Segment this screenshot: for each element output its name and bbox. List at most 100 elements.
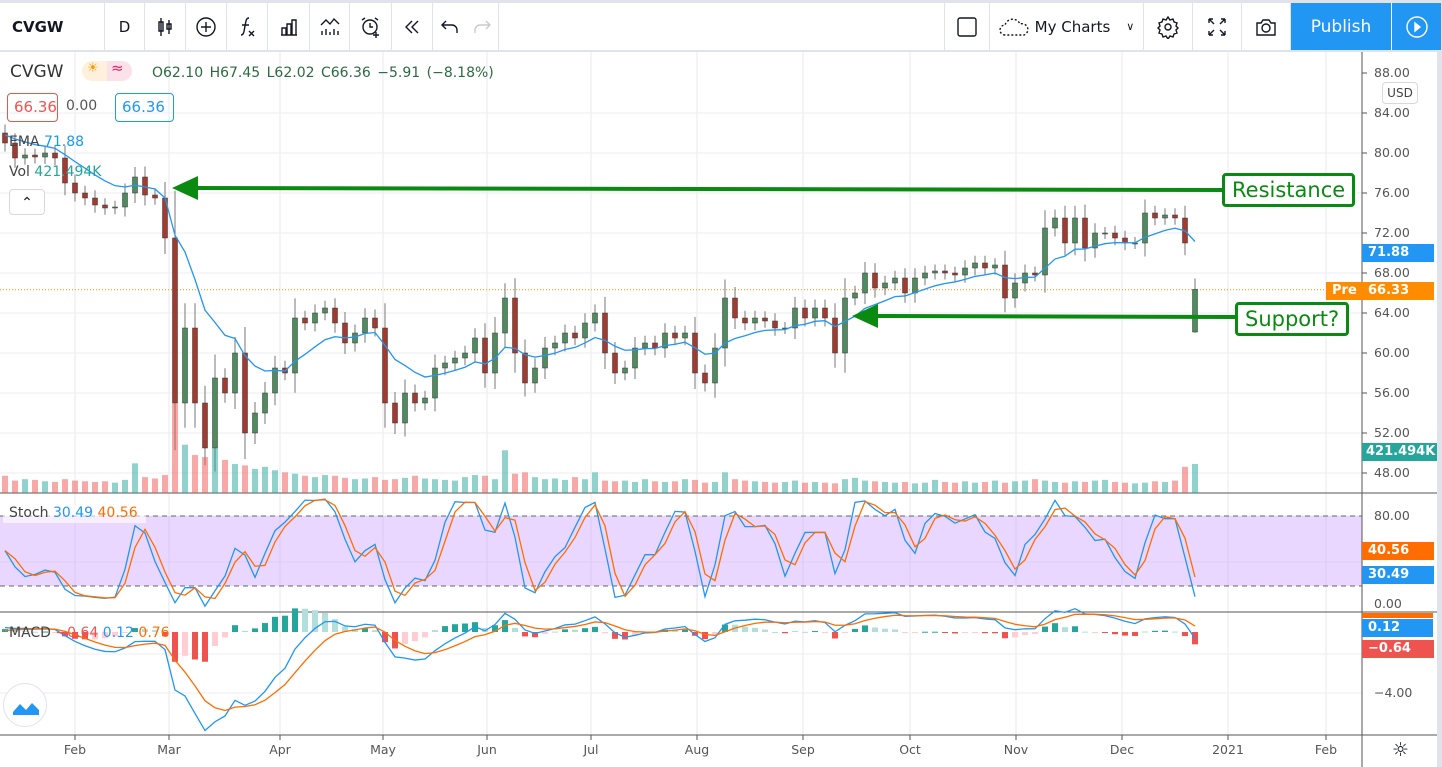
candle (212, 377, 218, 449)
stoch-tick: 80.00 (1374, 508, 1410, 523)
macd-histogram-bar (332, 619, 338, 632)
volume-bar (602, 480, 608, 493)
macd-legend[interactable]: MACD −0.64 0.12 0.76 (9, 625, 170, 641)
settings-icon (1157, 15, 1179, 39)
candle (1142, 212, 1148, 244)
macd-histogram-bar (862, 625, 868, 632)
candle (62, 157, 68, 184)
candle (822, 307, 828, 319)
symbol-search-button[interactable]: CVGW (0, 3, 105, 50)
tradingview-logo[interactable] (3, 683, 47, 727)
spread-value: 0.00 (66, 98, 98, 114)
ema-legend[interactable]: EMA 71.88 (9, 134, 84, 150)
candle (402, 392, 408, 424)
compare-button[interactable] (186, 3, 227, 50)
volume-bar (622, 480, 628, 493)
macd-histogram-bar (12, 630, 18, 632)
volume-bar (502, 450, 508, 493)
alert-button[interactable] (350, 3, 392, 50)
redo-button[interactable] (466, 3, 499, 50)
volume-bar (912, 483, 918, 493)
volume-bar (862, 480, 868, 493)
scrollbar[interactable] (1437, 52, 1442, 767)
macd-histogram-bar (1062, 627, 1068, 632)
macd-histogram-bar (152, 630, 158, 632)
volume-bar (382, 479, 388, 493)
currency-button[interactable]: USD (1382, 82, 1418, 104)
volume-bar (262, 466, 268, 493)
macd-histogram-bar (682, 629, 688, 632)
replay-icon (405, 20, 419, 33)
macd-histogram-bar (1182, 632, 1188, 637)
ema-label: EMA (9, 134, 40, 150)
indicators-button[interactable] (227, 3, 268, 50)
volume-bar (492, 479, 498, 493)
support-label[interactable]: Support? (1235, 302, 1350, 336)
settings-button[interactable] (1144, 3, 1193, 50)
macd-histogram-bar (932, 631, 938, 633)
candle (112, 206, 118, 209)
macd-histogram-bar (1122, 632, 1128, 636)
macd-histogram-bar (582, 628, 588, 632)
candle (812, 307, 818, 319)
volume-bar (982, 481, 988, 493)
candle (102, 204, 108, 209)
macd-histogram-bar (1172, 631, 1178, 633)
candle (152, 194, 158, 199)
candle (882, 282, 888, 289)
resistance-label[interactable]: Resistance (1222, 173, 1356, 207)
candle (242, 352, 248, 434)
camera-icon (1256, 18, 1276, 36)
chart-type-button[interactable] (145, 3, 186, 50)
interval-button[interactable]: D (105, 3, 145, 50)
financials-button[interactable] (310, 3, 350, 50)
candle (872, 272, 878, 289)
stoch-legend[interactable]: Stoch 30.49 40.56 (3, 505, 146, 523)
cloud-icon (999, 18, 1029, 36)
fullscreen-button[interactable] (1193, 3, 1242, 50)
time-tick-label: Nov (1003, 742, 1029, 757)
candle (482, 337, 488, 374)
collapse-legend-button[interactable]: ⌃ (9, 189, 45, 215)
buy-button[interactable]: 66.36 (115, 93, 174, 122)
volume-bar (922, 482, 928, 493)
candle (692, 332, 698, 374)
volume-bar (472, 475, 478, 493)
axis-settings-icon[interactable]: ☼ (1392, 739, 1410, 761)
volume-bar (572, 477, 578, 493)
layout-button[interactable] (944, 3, 990, 50)
volume-bar (32, 479, 38, 493)
sell-button[interactable]: 66.36 (7, 93, 58, 122)
publish-button[interactable]: Publish (1291, 3, 1391, 50)
volume-bar (612, 481, 618, 493)
macd-histogram-bar (722, 624, 728, 632)
candle (512, 297, 518, 354)
candle (772, 320, 778, 329)
undo-button[interactable] (433, 3, 466, 50)
snapshot-button[interactable] (1242, 3, 1291, 50)
volume-bar (352, 479, 358, 493)
time-tick-label: Mar (157, 742, 181, 757)
play-button[interactable] (1391, 3, 1442, 50)
macd-histogram-bar (412, 632, 418, 642)
volume-bar (292, 473, 298, 493)
volume-bar (532, 477, 538, 493)
candle (1062, 217, 1068, 244)
volume-bar (592, 472, 598, 493)
volume-bar (752, 481, 758, 493)
volume-bar (212, 448, 218, 493)
my-charts-button[interactable]: My Charts ∨ (990, 3, 1144, 50)
macd-histogram-bar (122, 632, 128, 633)
market-status-badge[interactable]: ☀ ≈ (82, 59, 132, 81)
volume-legend[interactable]: Vol 421.494K (9, 164, 101, 180)
macd-histogram-bar (342, 626, 348, 632)
legend-symbol[interactable]: CVGW (10, 62, 64, 82)
volume-bar (762, 481, 768, 493)
play-icon (1405, 15, 1428, 38)
chevron-up-icon: ⌃ (21, 195, 33, 211)
templates-button[interactable] (268, 3, 310, 50)
volume-bar (132, 463, 138, 493)
replay-button[interactable] (392, 3, 433, 50)
volume-bar (12, 480, 18, 493)
